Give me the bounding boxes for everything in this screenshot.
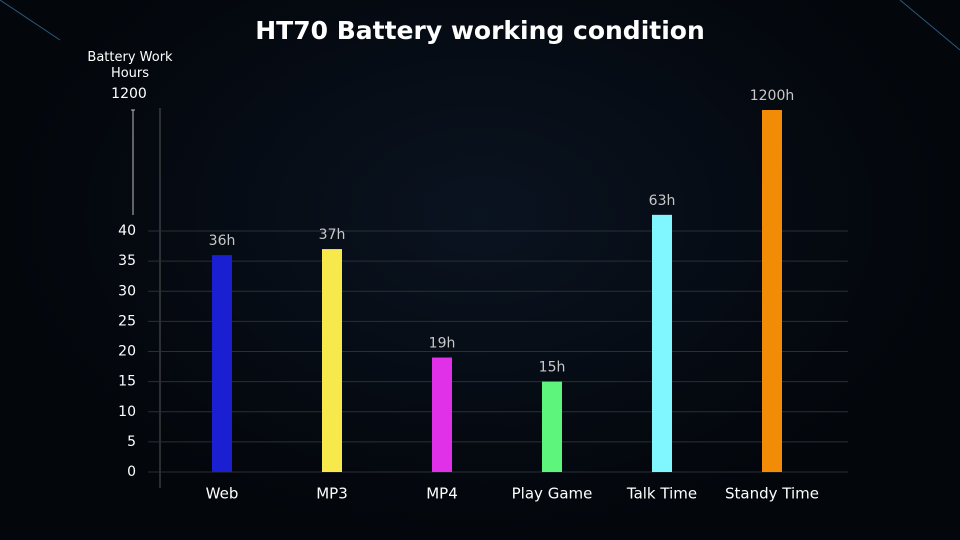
y-tick-label: 30: [118, 283, 136, 299]
value-label: 15h: [539, 360, 566, 376]
y-tick-label: 5: [127, 434, 136, 450]
x-tick-label: Web: [206, 485, 239, 503]
y-tick-label: 15: [118, 374, 136, 390]
x-tick-label: Talk Time: [626, 485, 697, 503]
y-tick-label: 1200: [111, 86, 147, 102]
y-tick-label: 25: [118, 313, 136, 329]
value-label: 63h: [649, 193, 676, 209]
value-label: 37h: [319, 227, 346, 243]
bar: [212, 255, 232, 472]
x-tick-label: Play Game: [512, 485, 593, 503]
y-axis-label: Battery Work Hours: [87, 50, 173, 81]
x-tick-label: Standy Time: [725, 485, 819, 503]
bar: [432, 357, 452, 472]
bar: [652, 214, 672, 473]
chart-title: HT70 Battery working condition: [255, 16, 705, 45]
value-label: 36h: [209, 233, 236, 249]
y-tick-label: 20: [118, 344, 136, 360]
y-tick-label: 35: [118, 253, 136, 269]
bar: [542, 381, 562, 472]
bar: [322, 249, 342, 472]
value-label: 19h: [429, 336, 456, 352]
y-tick-label: 0: [127, 464, 136, 480]
y-tick-label: 40: [118, 223, 136, 239]
y-tick-label: 10: [118, 404, 136, 420]
decor: [0, 0, 61, 41]
decor: [899, 0, 960, 51]
x-tick-label: MP4: [426, 485, 458, 503]
value-label: 1200h: [750, 88, 795, 104]
x-tick-label: MP3: [316, 485, 348, 503]
bar: [762, 110, 782, 472]
